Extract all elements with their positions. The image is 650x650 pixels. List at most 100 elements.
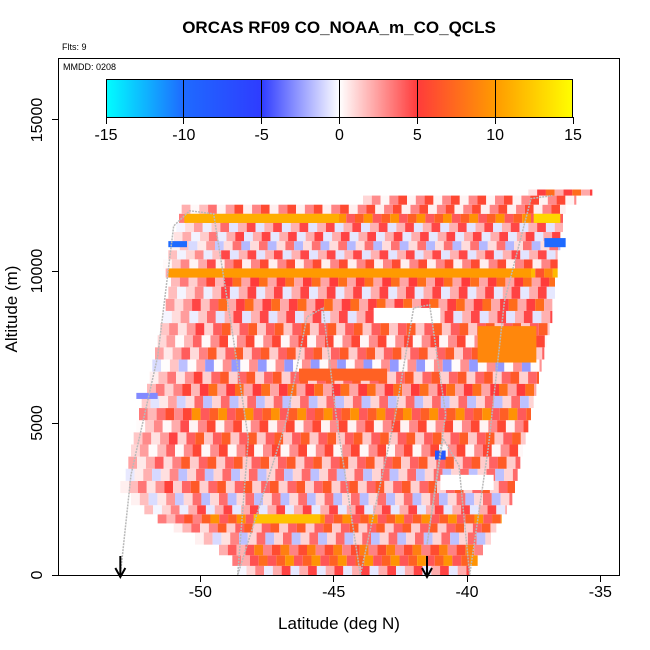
heatmap-cell [449,250,459,260]
heatmap-cell [300,395,309,409]
heatmap-cell [227,444,237,457]
heatmap-cell [355,505,365,515]
heatmap-cell [215,259,225,269]
heatmap-cell [448,335,457,348]
heatmap-cell [320,241,330,251]
heatmap-cell [158,371,168,384]
heatmap-cell [160,432,169,445]
heatmap-cell [270,523,280,533]
heatmap-cell [181,480,191,494]
heatmap-cell [170,505,180,515]
heatmap-cell [431,222,441,233]
heatmap-cell [300,532,310,545]
heatmap-cell [500,298,509,311]
heatmap-cell [264,371,273,384]
heatmap-cell [180,259,190,269]
heatmap-cell [212,532,222,545]
heatmap-cell [443,555,453,566]
heatmap-cell [295,456,305,469]
heatmap-cell [172,456,182,469]
heatmap-cell [508,408,518,421]
heatmap-cell [403,544,413,556]
heatmap-cell [269,204,279,214]
heatmap-cell [321,456,331,469]
heatmap-cell [441,323,451,336]
heatmap-cell [256,250,266,260]
heatmap-cell [179,213,188,223]
heatmap-cell [328,359,338,372]
heatmap-cell [485,532,491,545]
colorbar-tick [339,117,340,124]
heatmap-cell [537,222,546,233]
heatmap-cell [497,259,507,269]
heatmap-cell [489,480,499,494]
heatmap-cell [440,371,449,384]
heatmap-cell [425,359,434,372]
heatmap-cell [342,544,351,556]
heatmap-cell [420,523,429,533]
heatmap-cell [365,420,374,433]
heatmap-cell [513,213,523,223]
heatmap-cell [391,420,401,433]
descent-arrow-head-icon [114,567,127,580]
heatmap-cell [197,420,207,433]
heatmap-cell [486,195,495,205]
heatmap-cell [494,432,504,445]
heatmap-cell [173,480,182,494]
heatmap-cell [239,323,249,336]
heatmap-cell [145,420,154,433]
heatmap-cell [315,493,325,506]
heatmap-cell [265,250,274,260]
y-axis-tick [52,119,58,121]
heatmap-cell [233,310,243,324]
colorbar-divider [494,79,496,118]
heatmap-cell [370,250,380,260]
heatmap-cell [528,189,538,196]
colorbar-tick [261,117,263,124]
heatmap-cell [223,277,233,287]
heatmap-cell [196,468,205,481]
heatmap-cell [232,277,242,287]
heatmap-cell [212,395,221,409]
heatmap-cell [179,277,189,287]
heatmap-cell [220,395,230,409]
heatmap-cell [340,232,350,242]
heatmap-cell [399,505,409,515]
heatmap-cell [194,395,204,409]
heatmap-cell [194,286,204,299]
heatmap-cell [376,523,385,533]
heatmap-cell [244,523,253,533]
heatmap-cell [421,514,431,524]
heatmap-cell [373,241,383,251]
heatmap-cell [386,514,396,524]
heatmap-cell [396,371,405,384]
heatmap-cell [485,286,494,299]
heatmap-cell [504,213,514,223]
heatmap-cell [447,444,457,457]
heatmap-cell [353,250,362,260]
heatmap-cell [379,532,389,545]
heatmap-hotspot [440,474,494,491]
heatmap-cell [273,222,282,233]
heatmap-cell [222,359,232,372]
heatmap-cell [368,493,378,506]
heatmap-cell [295,259,304,269]
heatmap-cell [457,371,467,384]
heatmap-cell [408,241,418,251]
heatmap-cell [219,335,229,348]
heatmap-cell [423,286,433,299]
heatmap-cell [324,544,334,556]
heatmap-cell [281,371,291,384]
heatmap-cell [393,383,403,396]
heatmap-cell [301,323,310,336]
heatmap-cell [337,213,347,223]
heatmap-cell [305,232,315,242]
heatmap-cell [375,347,384,360]
heatmap-cell [518,444,523,457]
x-axis-tick [199,576,201,582]
heatmap-cell [412,444,422,457]
heatmap-cell [296,523,306,533]
heatmap-cell [495,359,505,372]
heatmap-cell [226,383,235,396]
heatmap-cell [263,444,272,457]
